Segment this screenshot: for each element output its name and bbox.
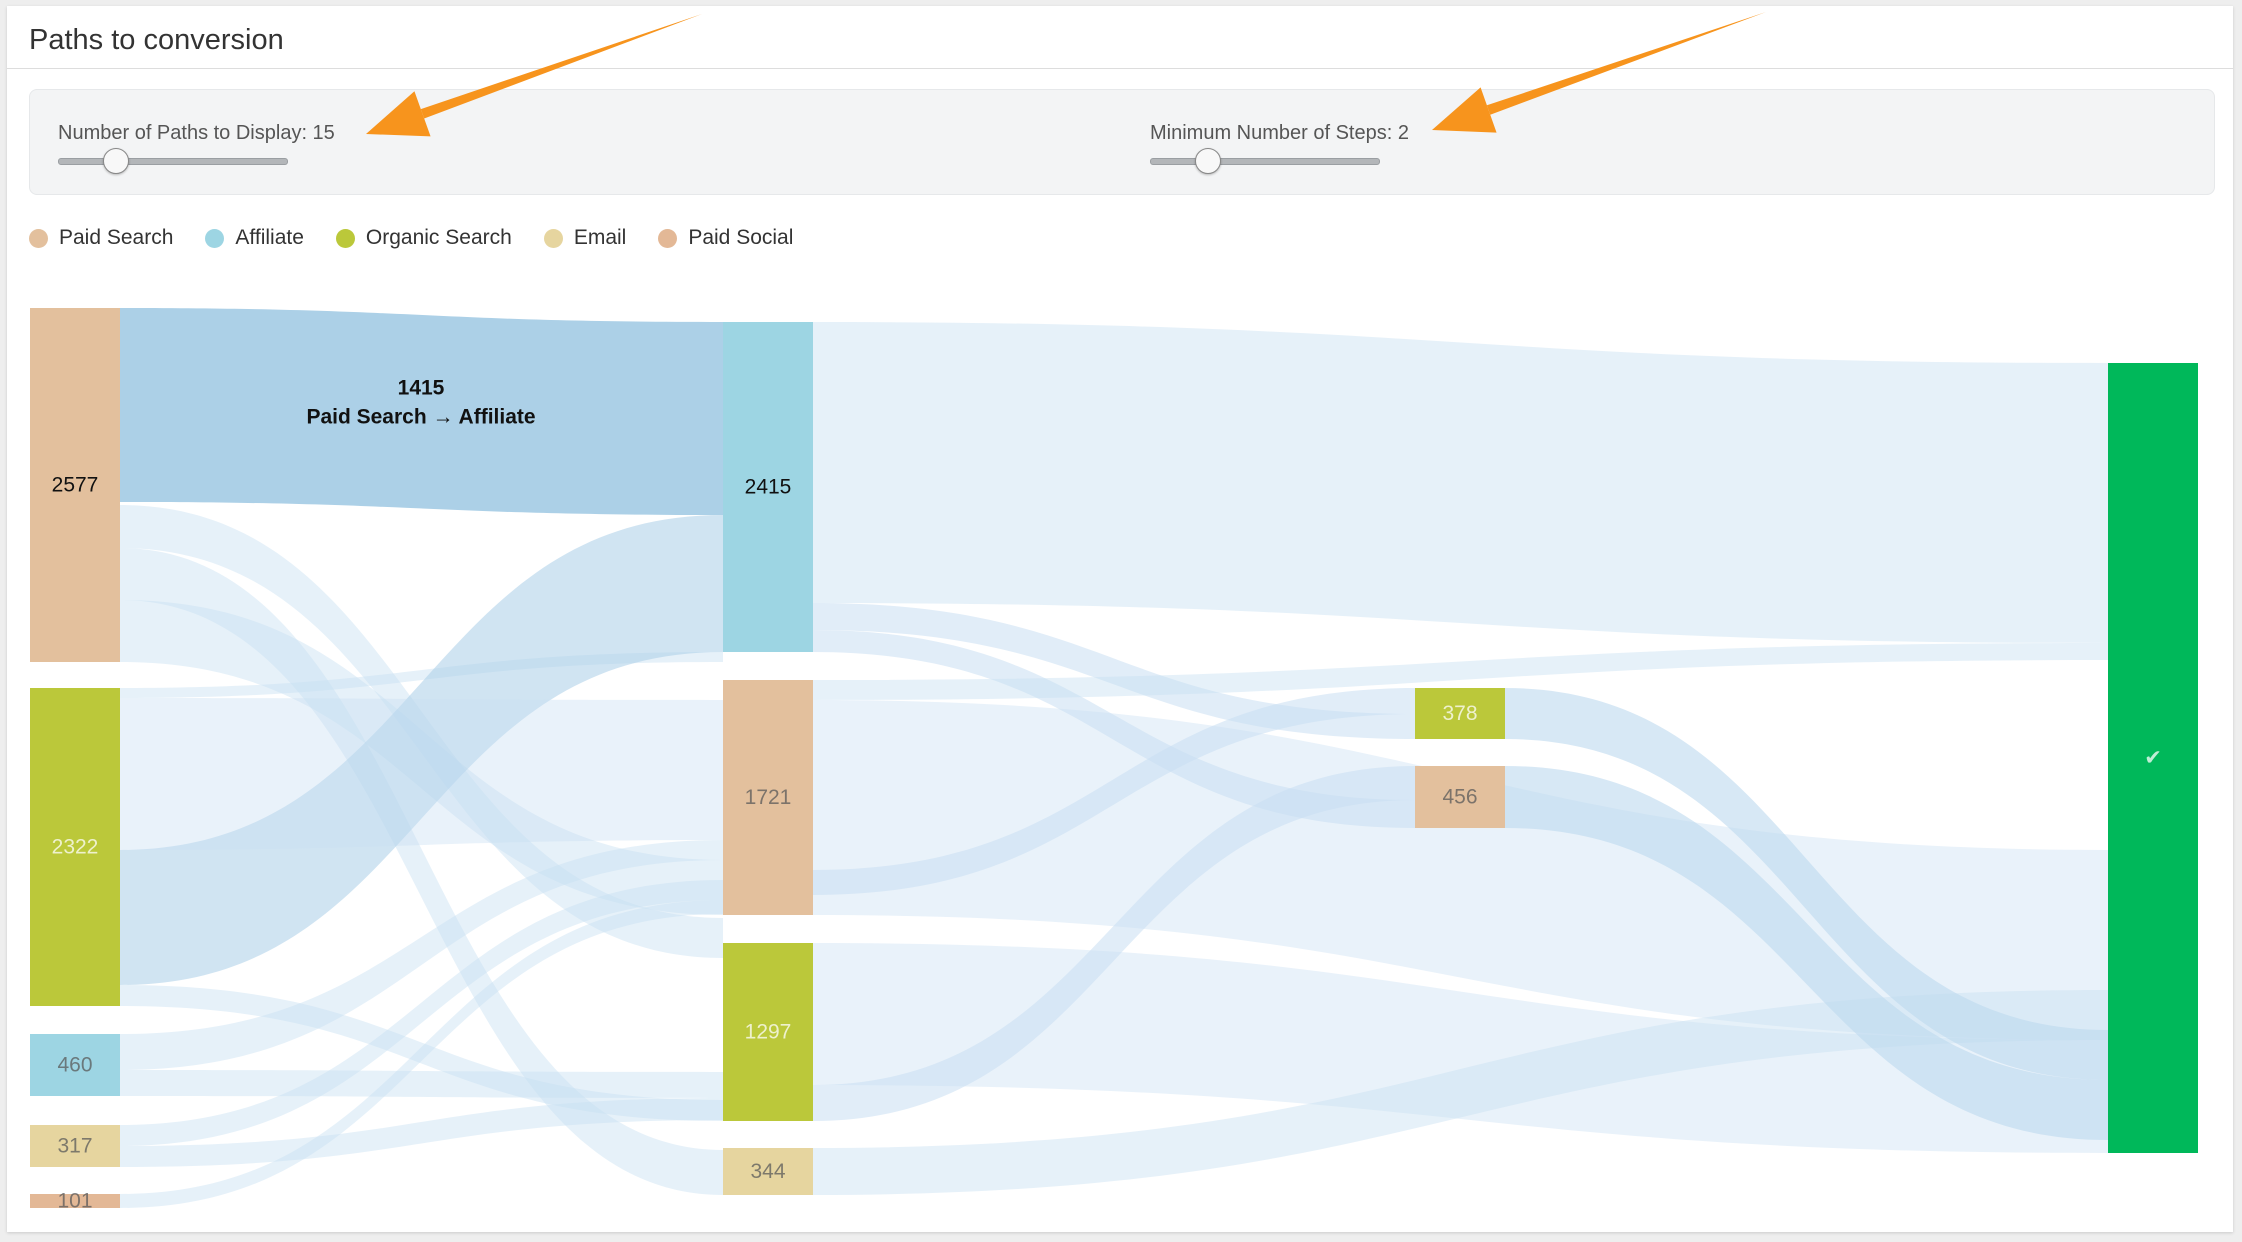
legend-item-paid-social[interactable]: Paid Social bbox=[658, 226, 793, 250]
slider-track[interactable] bbox=[58, 158, 288, 165]
node-value-label: 2577 bbox=[52, 474, 99, 497]
minimum-steps-label: Minimum Number of Steps: 2 bbox=[1150, 122, 1409, 144]
link-paid-search-step3-to-conversion[interactable] bbox=[1505, 766, 2108, 1140]
callout-arrow-steps-head bbox=[1432, 87, 1497, 133]
legend-swatch bbox=[335, 228, 355, 248]
sankey-nodes: 2577 2322 460 317 101 2415 1721 1297 344 378 456 ✔ bbox=[30, 308, 2198, 1213]
node-s2-email[interactable] bbox=[723, 1148, 813, 1195]
link-paid-search-to-affiliate-highlight[interactable] bbox=[120, 308, 723, 515]
link-affiliate-to-paid-search[interactable] bbox=[120, 840, 723, 1070]
link-paid-social-to-paid-search[interactable] bbox=[120, 900, 723, 1208]
legend-item-paid-search[interactable]: Paid Search bbox=[29, 226, 173, 250]
legend-item-email[interactable]: Email bbox=[543, 226, 627, 250]
paths-to-display-slider[interactable] bbox=[58, 148, 288, 174]
link-affiliate-to-conversion[interactable] bbox=[813, 322, 2108, 643]
legend-swatch bbox=[658, 228, 678, 248]
link-paid-search-to-email[interactable] bbox=[120, 548, 723, 1195]
sankey-annotations: 1415 Paid Search → Affiliate bbox=[306, 12, 1766, 429]
link-organic-search-to-affiliate[interactable] bbox=[120, 515, 723, 985]
sankey-links bbox=[120, 308, 2108, 1208]
node-s1-affiliate[interactable] bbox=[30, 1034, 120, 1096]
slider-track[interactable] bbox=[1150, 158, 1380, 165]
link-email-to-conversion[interactable] bbox=[813, 990, 2108, 1195]
node-s3-organic-search[interactable] bbox=[1415, 688, 1505, 739]
legend-label: Organic Search bbox=[365, 226, 512, 249]
callout-arrow-paths-head bbox=[366, 91, 431, 137]
node-value-label: 1297 bbox=[745, 1021, 792, 1044]
legend-item-organic-search[interactable]: Organic Search bbox=[335, 226, 512, 250]
callout-arrow-steps-shaft bbox=[1486, 12, 1766, 115]
link-organic-search-step3-to-conversion[interactable] bbox=[1505, 688, 2108, 1080]
minimum-steps-slider[interactable] bbox=[1150, 148, 1380, 174]
node-s1-paid-search[interactable] bbox=[30, 308, 120, 662]
legend-label: Email bbox=[573, 226, 627, 249]
node-s2-organic-search[interactable] bbox=[723, 943, 813, 1121]
node-s2-paid-search[interactable] bbox=[723, 680, 813, 915]
node-value-label: 344 bbox=[750, 1160, 785, 1183]
node-value-label: 317 bbox=[57, 1135, 92, 1158]
link-organic-search-to-paid-search[interactable] bbox=[120, 698, 723, 850]
legend-label: Paid Search bbox=[59, 226, 174, 249]
link-organic-search-to-organic-search[interactable] bbox=[120, 985, 723, 1121]
link-email-to-paid-search[interactable] bbox=[120, 880, 723, 1146]
highlight-path-label: Paid Search → Affiliate bbox=[306, 406, 535, 429]
paths-to-conversion-panel: Paths to conversion Number of Paths to D… bbox=[7, 6, 2233, 1232]
node-value-label: 1721 bbox=[745, 786, 792, 809]
slider-thumb[interactable] bbox=[103, 148, 130, 174]
node-value-label: ✔ bbox=[2144, 747, 2162, 770]
node-value-label: 456 bbox=[1442, 786, 1477, 809]
node-value-label: 101 bbox=[57, 1190, 92, 1213]
legend-swatch bbox=[29, 228, 48, 248]
link-paid-search-to-conversion-top[interactable] bbox=[813, 643, 2108, 700]
legend-item-affiliate[interactable]: Affiliate bbox=[205, 226, 304, 250]
channel-legend: Paid Search Affiliate Organic Search Email P… bbox=[29, 223, 825, 253]
paths-to-display-label: Number of Paths to Display: 15 bbox=[58, 122, 335, 144]
legend-label: Paid Social bbox=[688, 226, 794, 249]
link-organic-search-to-conversion[interactable] bbox=[813, 943, 2108, 1153]
link-affiliate-to-organic-search-step3[interactable] bbox=[813, 603, 1415, 739]
node-value-label: 2322 bbox=[52, 836, 99, 859]
node-s1-organic-search[interactable] bbox=[30, 688, 120, 1006]
link-affiliate-to-paid-search-step3[interactable] bbox=[813, 630, 1415, 828]
node-s3-paid-search[interactable] bbox=[1415, 766, 1505, 828]
node-value-label: 460 bbox=[57, 1054, 92, 1077]
legend-swatch bbox=[205, 228, 225, 248]
title-divider bbox=[7, 68, 2233, 69]
node-s2-affiliate[interactable] bbox=[723, 322, 813, 652]
slider-thumb[interactable] bbox=[1195, 148, 1222, 174]
panel-title: Paths to conversion bbox=[29, 24, 284, 56]
node-s1-paid-social[interactable] bbox=[30, 1194, 120, 1208]
controls-bar: Number of Paths to Display: 15 Minimum N… bbox=[29, 89, 2215, 195]
node-s1-email[interactable] bbox=[30, 1125, 120, 1167]
highlight-value-label: 1415 bbox=[398, 377, 445, 400]
callout-arrow-paths-shaft bbox=[420, 14, 702, 119]
node-value-label: 2415 bbox=[745, 476, 792, 499]
node-value-label: 378 bbox=[1442, 702, 1477, 725]
link-email-to-organic-search[interactable] bbox=[120, 1098, 723, 1167]
link-paid-search-to-organic-search-step3[interactable] bbox=[813, 688, 1415, 895]
link-affiliate-to-organic-search[interactable] bbox=[120, 1070, 723, 1098]
legend-swatch bbox=[543, 228, 563, 248]
legend-label: Affiliate bbox=[235, 226, 304, 249]
link-organic-search-to-paid-search-step3[interactable] bbox=[813, 766, 1415, 1121]
node-conversion[interactable] bbox=[2108, 363, 2198, 1153]
